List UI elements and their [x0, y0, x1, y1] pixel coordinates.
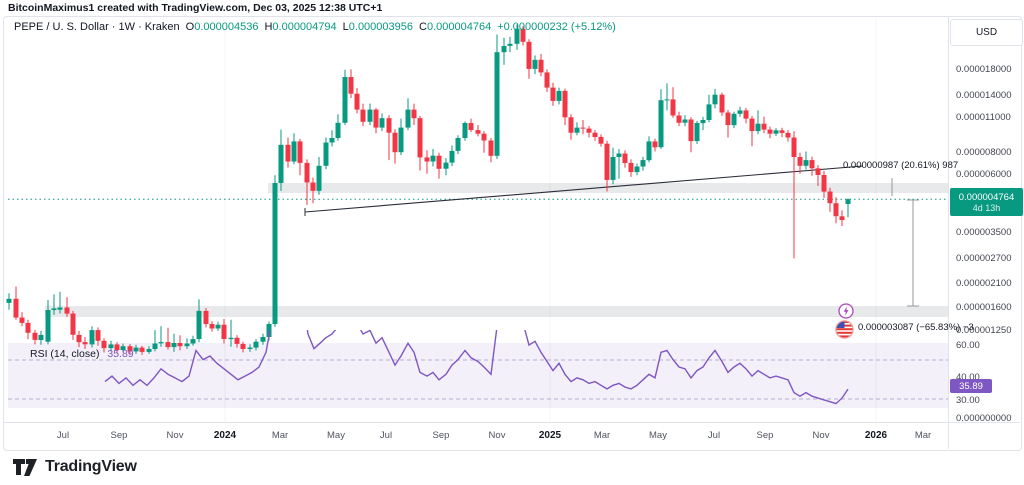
time-axis-year-label: 2025: [538, 430, 562, 441]
rsi-pane-background: [8, 343, 948, 408]
candlestick-series: [6, 24, 851, 355]
price-axis-label: 0.000006000: [956, 169, 1012, 180]
close-label: C: [419, 21, 427, 33]
price-axis-label: 60.00: [956, 340, 980, 351]
rsi-indicator-value: 35.89: [107, 348, 134, 360]
price-axis-separator: [948, 16, 949, 449]
price-axis-label: 0.000002700: [956, 253, 1012, 264]
time-axis-month-label: Nov: [812, 430, 830, 441]
rsi-line: [104, 330, 849, 405]
currency-toggle-button[interactable]: USD: [950, 19, 1023, 46]
symbol-title[interactable]: PEPE / U. S. Dollar · 1W · Kraken: [14, 21, 180, 33]
chart-widget-frame: [3, 16, 1022, 451]
open-label: O: [185, 21, 195, 33]
rsi-indicator-legend[interactable]: RSI (14, close) 35.89: [30, 348, 134, 360]
price-axis-label: 0.000018000: [956, 64, 1012, 75]
open-value: 0.000004536: [194, 21, 259, 33]
time-axis-month-label: May: [649, 430, 667, 441]
price-range-up-label[interactable]: 0.000000987 (20.61%) 987: [843, 160, 959, 171]
bar-countdown: 4d 13h: [972, 202, 1001, 213]
lightning-icon[interactable]: [838, 303, 854, 319]
price-axis-label: 40.00: [956, 372, 980, 383]
time-axis[interactable]: Jul Sep Nov 2024 Mar May Jul Sep Nov 2025 Mar May Ju…: [3, 423, 1020, 449]
price-axis-label: 0.000003500: [956, 227, 1012, 238]
time-axis-month-label: Jul: [707, 430, 721, 441]
low-label: L: [342, 21, 349, 33]
price-zone: [268, 183, 948, 193]
symbol-header: PEPE / U. S. Dollar · 1W · Kraken O0.0000…: [14, 21, 616, 33]
time-axis-month-label: Mar: [593, 430, 611, 441]
time-axis-month-label: Jul: [56, 430, 70, 441]
price-axis-label: 0.000001600: [956, 302, 1012, 313]
time-axis-separator: [3, 422, 1020, 423]
low-value: 0.000003956: [348, 21, 413, 33]
time-axis-month-label: Nov: [166, 430, 184, 441]
price-range-down-label[interactable]: 0.000003087 (−65.83%) −3: [858, 322, 974, 333]
price-axis-label: 0.000008000: [956, 147, 1012, 158]
time-axis-month-label: Jul: [379, 430, 393, 441]
change-value: +0.000000232 (+5.12%): [497, 21, 616, 33]
time-axis-month-label: Sep: [110, 430, 128, 441]
trend-line: [304, 165, 864, 213]
price-axis-label: 0.000002100: [956, 278, 1012, 289]
tradingview-logo-text: TradingView: [45, 458, 137, 475]
rsi-indicator-title: RSI (14, close): [30, 348, 100, 360]
time-axis-month-label: Sep: [432, 430, 450, 441]
close-value: 0.000004764: [426, 21, 492, 33]
time-axis-month-label: Mar: [914, 430, 932, 441]
rsi-value-badge: 35.89: [950, 379, 992, 393]
high-label: H: [264, 21, 273, 33]
price-zone: [45, 306, 948, 317]
time-axis-month-label: May: [327, 430, 345, 441]
last-price-badge: 0.000004764 4d 13h: [950, 188, 1023, 216]
price-axis-label: 0.000014000: [956, 90, 1012, 101]
high-value: 0.000004794: [272, 21, 337, 33]
attribution-text: BitcoinMaximus1 created with TradingView…: [8, 2, 383, 14]
time-axis-year-label: 2024: [213, 430, 237, 441]
price-axis[interactable]: 0.0000240000.0000180000.0000140000.00001…: [949, 16, 1024, 424]
time-axis-year-label: 2026: [864, 430, 888, 441]
price-axis-label: 0.000001250: [956, 325, 1012, 336]
price-axis-label: 0.000000000: [956, 413, 1012, 424]
tradingview-logo-icon: [13, 459, 37, 476]
price-axis-label: 0.000011000: [956, 112, 1011, 123]
time-axis-month-label: Nov: [488, 430, 506, 441]
us-flag-icon[interactable]: [835, 320, 854, 339]
tradingview-logo[interactable]: TradingView: [12, 456, 137, 478]
last-price-value: 0.000004764: [958, 191, 1015, 203]
time-axis-month-label: Mar: [271, 430, 289, 441]
time-axis-month-label: Sep: [756, 430, 774, 441]
price-axis-label: 30.00: [956, 395, 980, 406]
